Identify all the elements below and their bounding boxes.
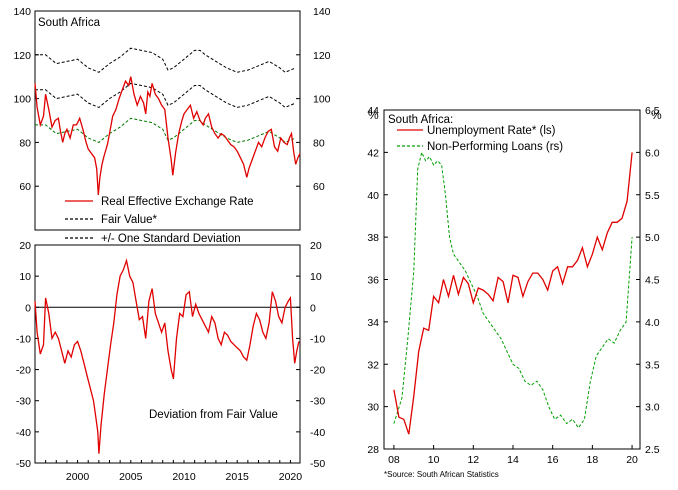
top-series-line-3: [35, 117, 296, 143]
top-left-ytick-label: 140: [13, 6, 31, 18]
legend-label-2: +/- One Standard Deviation: [101, 233, 241, 245]
bottom-right-ytick-label: -20: [310, 365, 325, 377]
bottom-right-ytick-label: -10: [310, 333, 325, 345]
legend-label-0: Real Effective Exchange Rate: [101, 196, 254, 208]
bottom-xtick-label: 2010: [172, 471, 196, 483]
right-xtick-label: 18: [587, 454, 599, 466]
right-xtick-label: 08: [388, 454, 400, 466]
bottom-xtick-label: 2020: [279, 471, 303, 483]
source-note: *Source: South African Statistics: [384, 470, 499, 479]
right-right-ytick-label: 4.5: [645, 275, 660, 287]
right-right-ytick-label: 2.5: [645, 444, 660, 456]
top-left-ytick-label: 120: [13, 50, 31, 62]
right-xtick-label: 10: [428, 454, 440, 466]
right-left-ytick-label: 44: [367, 105, 379, 117]
npl-line: [393, 150, 633, 429]
bottom-right-ytick-label: 20: [310, 240, 322, 252]
bottom-panel-frame: [34, 244, 301, 464]
top-series-line-2: [35, 47, 296, 73]
bottom-right-ytick-label: -40: [310, 427, 325, 439]
top-left-ytick-label: 80: [19, 137, 31, 149]
right-right-ytick-label: 6.5: [645, 105, 660, 117]
right-legend-label-0: Unemployment Rate* (ls): [427, 125, 556, 137]
bottom-left-ytick-label: -30: [16, 396, 31, 408]
top-right-ytick-label: 140: [313, 6, 331, 18]
right-xtick-label: 14: [507, 454, 519, 466]
right-left-ytick-label: 40: [367, 190, 379, 202]
right-right-ytick-label: 3.5: [645, 359, 660, 371]
right-left-ytick-label: 28: [367, 444, 379, 456]
right-left-ytick-label: 36: [367, 275, 379, 287]
bottom-xtick-label: 2015: [226, 471, 250, 483]
bottom-panel-title: Deviation from Fair Value: [149, 409, 278, 421]
right-unit-label: %: [651, 108, 662, 122]
right-left-ytick-label: 34: [367, 317, 379, 329]
right-right-ytick-label: 3.0: [645, 402, 660, 414]
bottom-left-ytick-label: -20: [16, 365, 31, 377]
top-series-line-0: [34, 76, 301, 196]
top-panel-title: South Africa: [38, 17, 101, 29]
top-right-ytick-label: 120: [313, 50, 331, 62]
bottom-right-ytick-label: 10: [310, 271, 322, 283]
top-left-ytick-label: 60: [19, 181, 31, 193]
unemployment-line: [393, 152, 633, 435]
right-left-ytick-label: 42: [367, 147, 379, 159]
legend-label-1: Fair Value*: [101, 214, 158, 226]
left-unit-label: %: [368, 108, 379, 122]
bottom-left-ytick-label: 10: [19, 271, 31, 283]
deviation-line: [34, 258, 300, 454]
right-legend-label-1: Non-Performing Loans (rs): [427, 141, 563, 153]
right-xtick-label: 20: [626, 454, 638, 466]
right-left-ytick-label: 38: [367, 232, 379, 244]
bottom-left-ytick-label: -40: [16, 427, 31, 439]
right-right-ytick-label: 6.0: [645, 147, 660, 159]
bottom-left-ytick-label: -50: [16, 458, 31, 470]
top-panel-frame: [34, 10, 301, 231]
bottom-left-ytick-label: -10: [16, 333, 31, 345]
right-left-ytick-label: 32: [367, 359, 379, 371]
bottom-right-ytick-label: -50: [310, 458, 325, 470]
top-right-ytick-label: 80: [313, 137, 325, 149]
right-right-ytick-label: 5.5: [645, 190, 660, 202]
bottom-right-ytick-label: 0: [310, 302, 316, 314]
top-series-line-1: [35, 82, 296, 108]
right-left-ytick-label: 30: [367, 402, 379, 414]
right-xtick-label: 16: [547, 454, 559, 466]
bottom-xtick-label: 2005: [119, 471, 143, 483]
bottom-left-ytick-label: 20: [19, 240, 31, 252]
top-right-ytick-label: 60: [313, 181, 325, 193]
top-left-ytick-label: 100: [13, 94, 31, 106]
bottom-left-ytick-label: 0: [25, 302, 31, 314]
bottom-right-ytick-label: -30: [310, 396, 325, 408]
right-panel-title: South Africa:: [388, 114, 453, 126]
right-right-ytick-label: 4.0: [645, 317, 660, 329]
right-xtick-label: 12: [467, 454, 479, 466]
bottom-xtick-label: 2000: [66, 471, 90, 483]
top-right-ytick-label: 100: [313, 94, 331, 106]
right-right-ytick-label: 5.0: [645, 232, 660, 244]
